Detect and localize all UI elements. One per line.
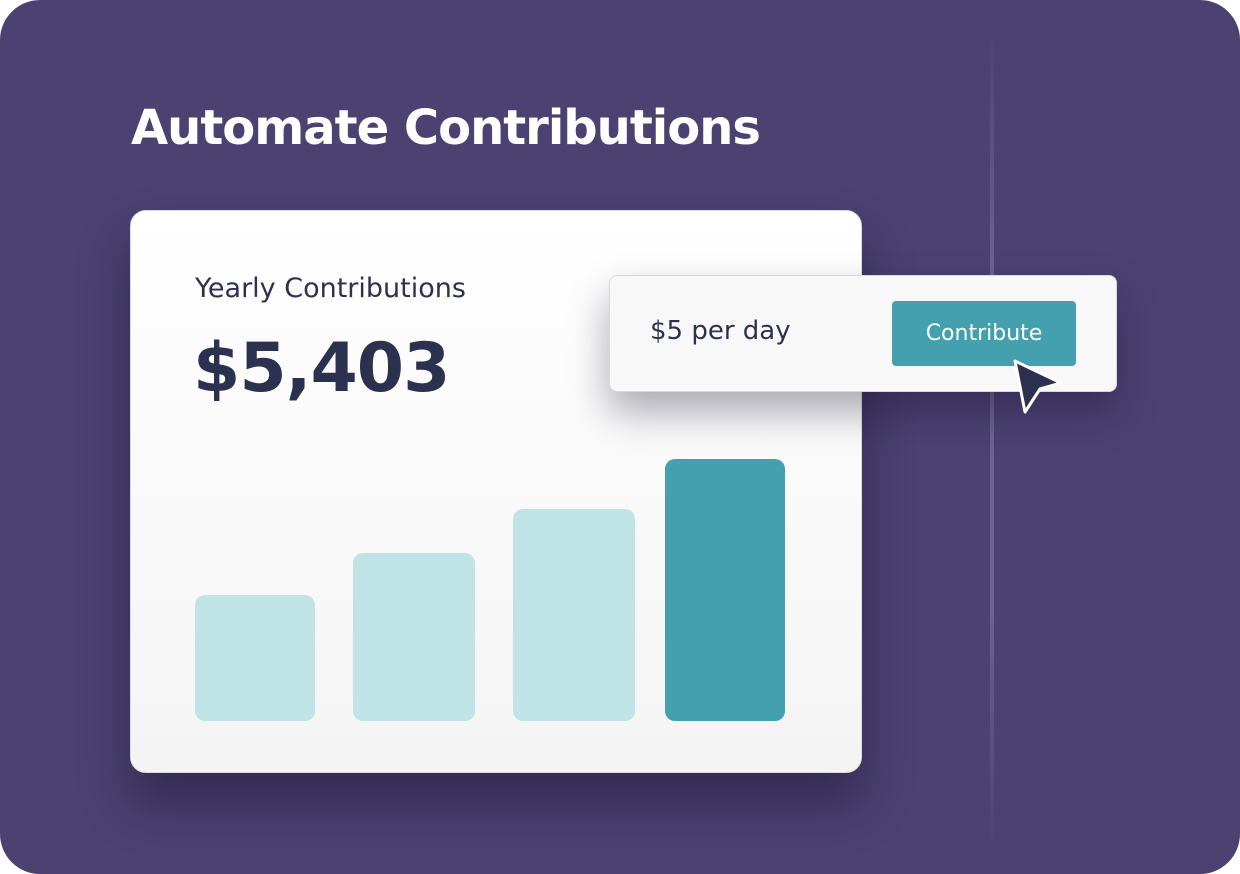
bar-illustration: [195, 459, 785, 721]
divider: [990, 30, 994, 850]
popup-text: $5 per day: [650, 316, 791, 346]
cursor: [1013, 359, 1063, 414]
title: Automate Contributions: [131, 100, 761, 156]
card-label: Yearly Contributions: [195, 273, 466, 304]
bar: [353, 553, 475, 721]
card-amount: $5,403: [193, 329, 450, 408]
cursor-arrow: [1013, 359, 1063, 414]
bar: [513, 509, 635, 721]
contribute-popup: $5 per day Contribute: [609, 275, 1117, 392]
bar: [195, 595, 315, 721]
contribute-button[interactable]: Contribute: [892, 301, 1076, 366]
bar: [665, 459, 785, 721]
